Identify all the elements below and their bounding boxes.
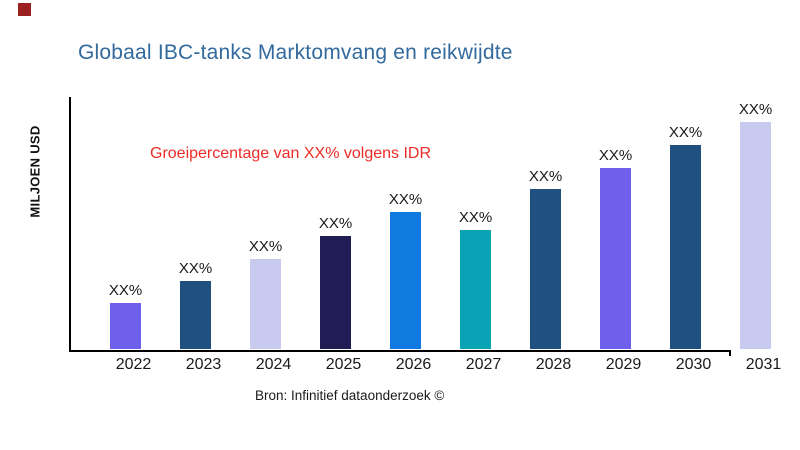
- bar-value-label-2025: XX%: [318, 215, 353, 232]
- bar-2031: [740, 122, 771, 349]
- bar-value-label-2027: XX%: [458, 209, 493, 226]
- y-axis-line: [69, 97, 71, 352]
- x-tick-label-2022: 2022: [115, 356, 152, 373]
- x-tick-label-2026: 2026: [395, 356, 432, 373]
- bar-2024: [250, 259, 281, 349]
- x-axis-line: [69, 350, 731, 352]
- bar-2029: [600, 168, 631, 349]
- bar-2025: [320, 236, 351, 349]
- x-axis-end-tick: [729, 350, 731, 356]
- bar-value-label-2031: XX%: [738, 101, 773, 118]
- brand-logo-square: [18, 3, 31, 16]
- bar-value-label-2024: XX%: [248, 238, 283, 255]
- bar-2022: [110, 303, 141, 349]
- growth-rate-annotation: Groeipercentage van XX% volgens IDR: [150, 145, 432, 162]
- bar-value-label-2026: XX%: [388, 191, 423, 208]
- bar-value-label-2022: XX%: [108, 282, 143, 299]
- x-tick-label-2031: 2031: [745, 356, 782, 373]
- bar-2030: [670, 145, 701, 349]
- x-tick-label-2023: 2023: [185, 356, 222, 373]
- x-tick-label-2030: 2030: [675, 356, 712, 373]
- x-tick-label-2025: 2025: [325, 356, 362, 373]
- bar-2028: [530, 189, 561, 349]
- bar-value-label-2028: XX%: [528, 168, 563, 185]
- x-tick-label-2024: 2024: [255, 356, 292, 373]
- chart-title: Globaal IBC-tanks Marktomvang en reikwij…: [78, 41, 513, 64]
- source-credit: Bron: Infinitief dataonderzoek ©: [255, 388, 445, 403]
- bar-2023: [180, 281, 211, 349]
- bar-2026: [390, 212, 421, 349]
- x-tick-label-2029: 2029: [605, 356, 642, 373]
- bar-value-label-2023: XX%: [178, 260, 213, 277]
- bar-value-label-2030: XX%: [668, 124, 703, 141]
- x-tick-label-2027: 2027: [465, 356, 502, 373]
- bar-2027: [460, 230, 491, 349]
- bar-value-label-2029: XX%: [598, 147, 633, 164]
- y-axis-label: MILJOEN USD: [27, 125, 43, 218]
- x-tick-label-2028: 2028: [535, 356, 572, 373]
